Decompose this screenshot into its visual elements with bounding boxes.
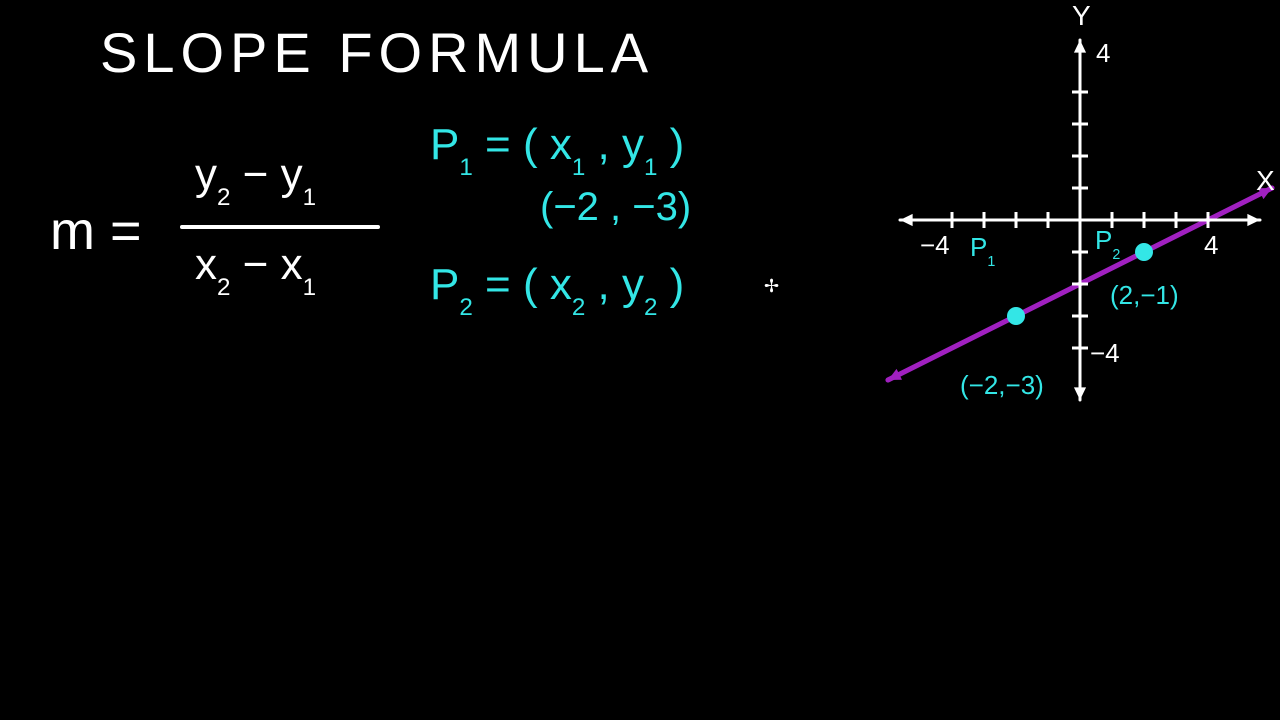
graph-p2-coord: (2,−1)	[1110, 280, 1179, 311]
y-axis-label: Y	[1072, 0, 1091, 32]
graph-p1-name: P1	[970, 232, 995, 266]
y-neg-tick-label: −4	[1090, 338, 1120, 369]
coordinate-graph	[0, 0, 1280, 720]
x-neg-tick-label: −4	[920, 230, 950, 261]
x-pos-tick-label: 4	[1204, 230, 1218, 261]
x-axis-label: X	[1256, 165, 1275, 197]
graph-p2-name: P2	[1095, 225, 1120, 259]
y-pos-tick-label: 4	[1096, 38, 1110, 69]
graph-p1-coord: (−2,−3)	[960, 370, 1044, 401]
